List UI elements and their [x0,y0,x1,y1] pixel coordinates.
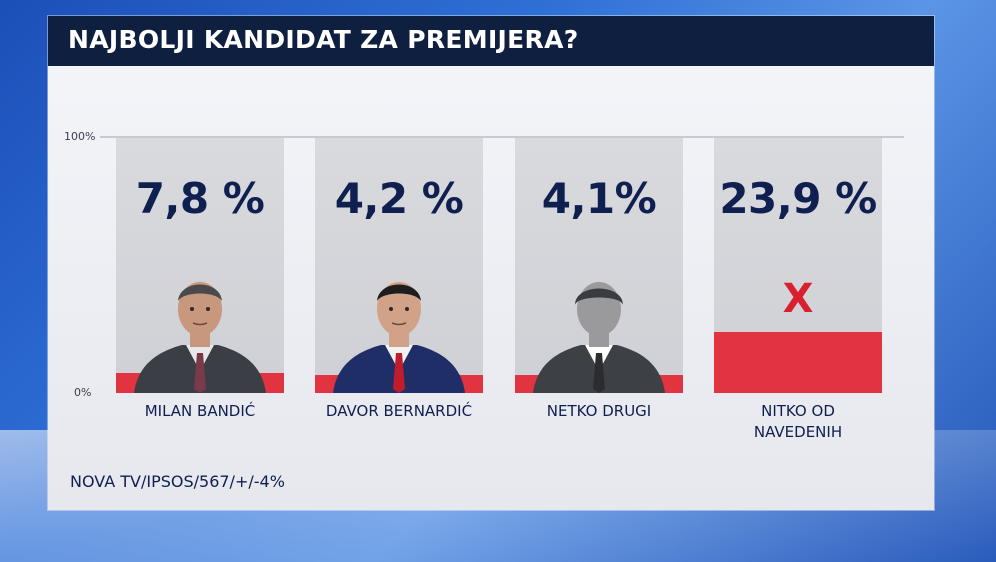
bar-column-2 [315,138,483,393]
bar-column-1 [116,138,284,393]
bar-column-3 [515,138,683,393]
chart-panel: NAJBOLJI KANDIDAT ZA PREMIJERA? 100% 0% … [48,16,934,510]
value-label-4: 23,9 % [719,174,877,223]
source-note: NOVA TV/IPSOS/567/+/-4% [70,472,285,491]
category-label-4: NITKO OD NAVEDENIH [753,402,843,441]
value-label-2: 4,2 % [334,174,464,223]
bar-4 [714,332,882,393]
chart-title: NAJBOLJI KANDIDAT ZA PREMIJERA? [68,25,579,54]
title-bar: NAJBOLJI KANDIDAT ZA PREMIJERA? [48,16,934,66]
bar-chart: 100% 0% 7,8 % MILAN BANDIĆ 4,2 % DAVOR BERN… [48,16,934,510]
category-label-1: MILAN BANDIĆ [144,402,256,420]
category-label-2: DAVOR BERNARDIĆ [325,402,473,420]
anonymous-person-icon [533,282,665,393]
y-tick-top: 100% [64,130,96,143]
value-label-3: 4,1% [541,174,657,223]
person-photo-icon [134,282,266,393]
person-photo-icon [333,282,465,393]
x-mark-icon: X [782,276,814,323]
bar-column-4 [714,138,882,393]
y-tick-bottom: 0% [74,386,92,399]
value-label-1: 7,8 % [135,174,265,223]
category-label-3: NETKO DRUGI [546,402,652,420]
